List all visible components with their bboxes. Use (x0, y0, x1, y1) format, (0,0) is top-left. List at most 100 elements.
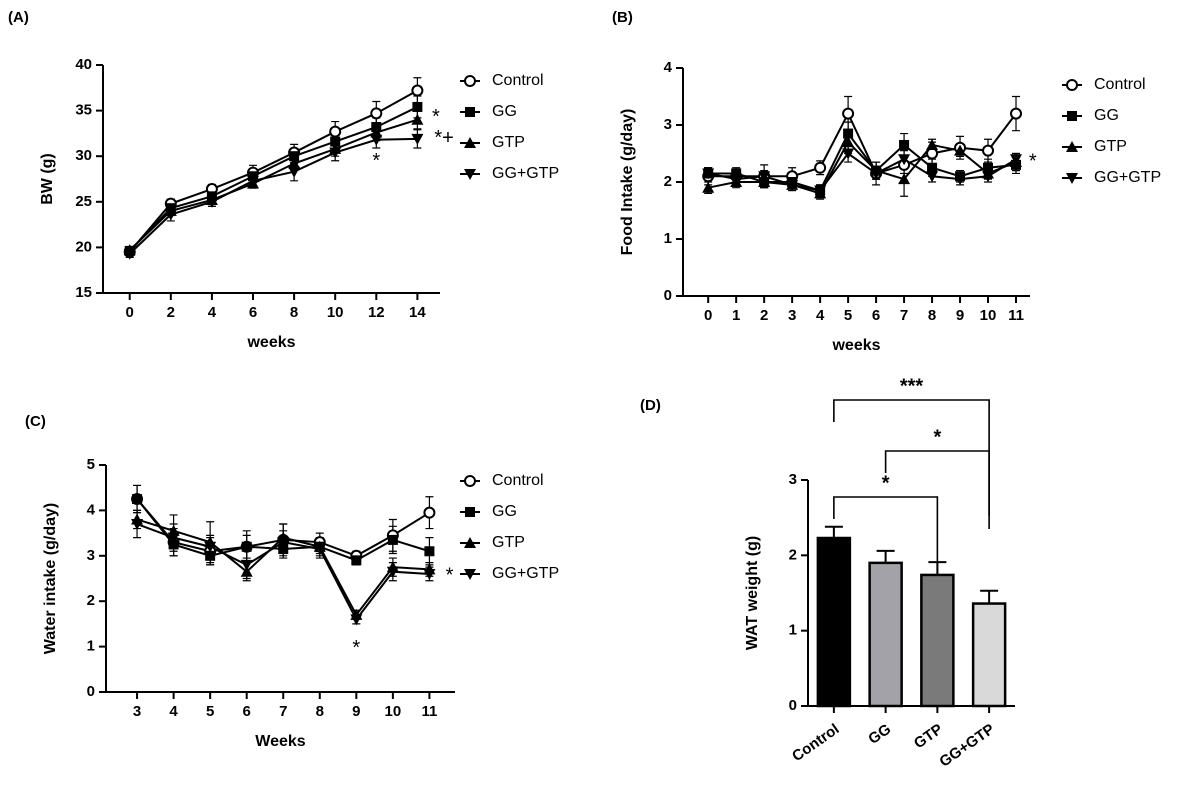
x-tick-label: 11 (1008, 307, 1024, 324)
y-tick-label: 35 (75, 102, 92, 119)
data-point (898, 173, 911, 185)
data-point (423, 568, 436, 580)
data-point (842, 148, 855, 160)
x-tick-label: 12 (368, 304, 385, 321)
x-tick-label: GG+GTP (936, 721, 997, 771)
data-point (786, 179, 799, 191)
legend-label: GG+GTP (1094, 169, 1161, 186)
legend-marker (464, 137, 476, 148)
x-tick-label: 6 (249, 304, 257, 321)
series-line (128, 89, 418, 253)
data-point (277, 537, 290, 549)
y-tick-label: 2 (87, 592, 95, 609)
y-tick-label: 3 (87, 547, 95, 564)
x-axis-label: Weeks (255, 733, 306, 750)
data-point (241, 541, 252, 552)
annotation: * (1029, 150, 1037, 172)
legend-marker (465, 107, 475, 117)
bar (971, 602, 1007, 708)
data-point (814, 161, 827, 174)
legend-marker (464, 169, 476, 180)
bar (816, 536, 852, 708)
data-point (702, 168, 715, 180)
data-point (1010, 107, 1023, 120)
annotation: *+ (434, 127, 453, 149)
y-tick-label: 1 (87, 638, 95, 655)
data-point (982, 144, 995, 157)
x-tick-label: 7 (900, 307, 908, 324)
x-tick-label: 5 (206, 703, 214, 720)
significance-bracket (833, 399, 990, 516)
annotation: * (446, 565, 454, 587)
y-tick-label: 30 (75, 147, 92, 164)
legend-marker (1066, 79, 1078, 91)
y-tick-label: 3 (664, 116, 672, 133)
x-tick-label: 9 (956, 307, 964, 324)
significance-label: * (933, 426, 941, 448)
x-tick-label: 0 (704, 307, 712, 324)
data-point (330, 136, 341, 147)
data-point (289, 151, 300, 162)
data-point (205, 550, 216, 561)
legend-label: GTP (492, 534, 525, 551)
significance-label: *** (900, 375, 924, 397)
data-point (240, 565, 253, 577)
data-point (123, 248, 136, 260)
y-tick-label: 25 (75, 193, 92, 210)
data-point (247, 175, 260, 187)
x-tick-label: 4 (816, 307, 825, 324)
data-point (278, 543, 289, 554)
x-tick-label: GTP (911, 721, 946, 753)
x-axis-label: weeks (831, 337, 880, 354)
y-tick-label: 0 (789, 697, 797, 714)
data-point (898, 154, 911, 166)
x-tick-label: Control (789, 721, 842, 766)
annotation: * (352, 637, 360, 659)
data-point (814, 185, 827, 197)
data-point (313, 543, 326, 555)
y-tick-label: 2 (789, 546, 797, 563)
data-point (167, 532, 180, 544)
data-point (329, 125, 342, 138)
data-point (424, 546, 435, 557)
series-line (129, 137, 418, 255)
data-point (731, 168, 742, 179)
y-axis-label: Food Intake (g/day) (619, 109, 636, 256)
y-tick-label: 0 (87, 683, 95, 700)
x-tick-label: 3 (133, 703, 141, 720)
y-tick-label: 4 (87, 501, 96, 518)
legend-label: GG (492, 103, 517, 120)
y-tick-label: 0 (664, 287, 672, 304)
legend-label: GTP (1094, 138, 1127, 155)
data-point (411, 84, 424, 97)
data-point (423, 506, 436, 519)
significance-bracket (833, 496, 939, 575)
legend-marker (464, 475, 476, 487)
x-tick-label: 11 (421, 703, 437, 720)
data-point (132, 494, 143, 505)
data-point (1010, 154, 1023, 166)
x-tick-label: 5 (844, 307, 852, 324)
data-point (370, 107, 383, 120)
legend-label: GTP (492, 134, 525, 151)
x-tick-label: 14 (409, 304, 426, 321)
data-point (954, 144, 967, 156)
data-point (842, 136, 855, 148)
series-line (708, 111, 1017, 178)
x-tick-label: 10 (327, 304, 344, 321)
y-tick-label: 2 (664, 173, 672, 190)
x-axis-label: weeks (246, 334, 295, 351)
data-point (926, 171, 939, 183)
x-tick-label: 7 (279, 703, 287, 720)
y-axis-label: BW (g) (39, 153, 56, 205)
data-point (843, 128, 854, 139)
bar (920, 573, 955, 708)
legend-label: Control (492, 72, 544, 89)
data-point (870, 168, 883, 180)
data-point (954, 174, 967, 186)
x-tick-label: 8 (316, 703, 324, 720)
x-tick-label: 0 (126, 304, 134, 321)
y-tick-label: 1 (664, 230, 672, 247)
y-tick-label: 4 (664, 59, 673, 76)
data-point (411, 133, 424, 145)
